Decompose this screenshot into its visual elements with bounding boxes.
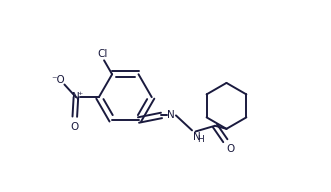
Text: +: + xyxy=(77,90,83,95)
Text: H: H xyxy=(197,135,204,144)
Text: Cl: Cl xyxy=(98,49,108,59)
Text: N: N xyxy=(193,132,201,142)
Text: N: N xyxy=(167,110,175,120)
Text: N: N xyxy=(72,92,80,102)
Text: O: O xyxy=(71,122,79,132)
Text: ⁻O: ⁻O xyxy=(51,75,65,85)
Text: O: O xyxy=(226,144,235,154)
